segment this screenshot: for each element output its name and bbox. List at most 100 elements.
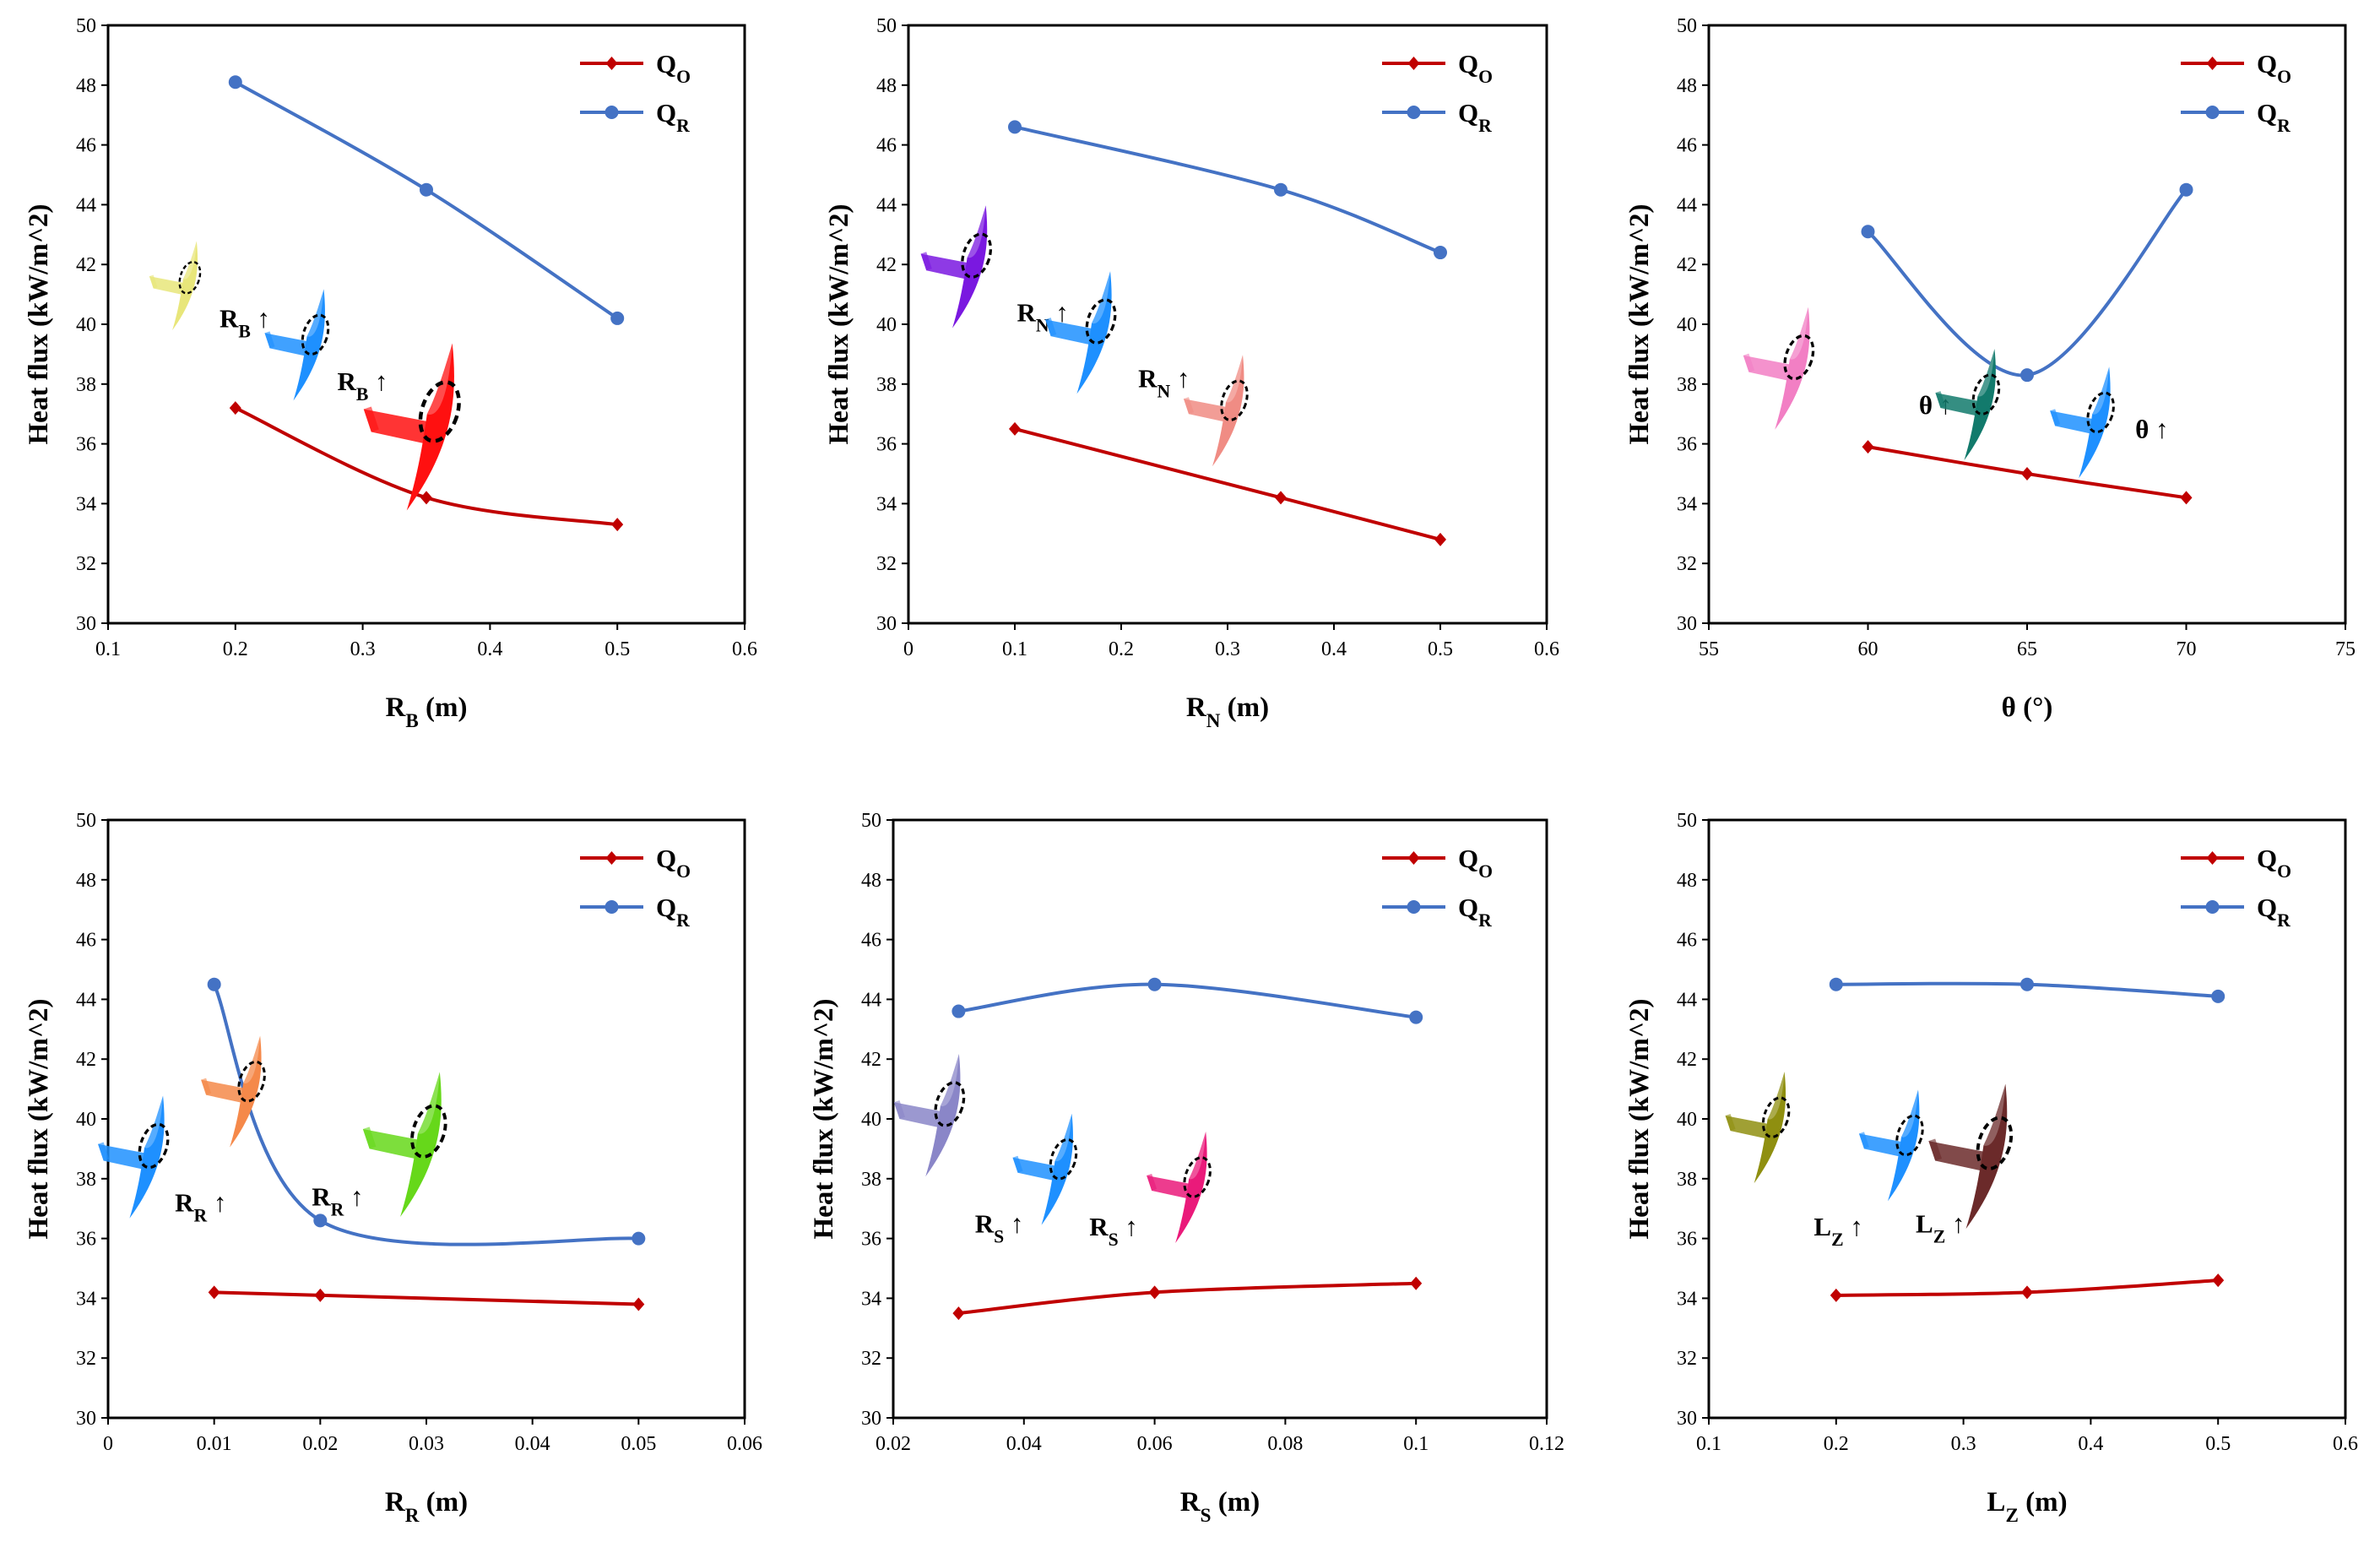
data-point-qr (1829, 977, 1843, 991)
legend-marker (604, 900, 619, 914)
x-tick-label: 0.4 (2078, 1433, 2103, 1455)
data-point-qo (420, 491, 432, 505)
y-tick-label: 38 (1677, 374, 1697, 396)
x-tick-label: 55 (1699, 638, 1719, 660)
y-tick-label: 46 (861, 930, 881, 952)
y-tick-label: 44 (76, 194, 96, 216)
x-tick-label: 0.2 (1824, 1433, 1849, 1455)
y-tick-label: 40 (1677, 314, 1697, 336)
x-axis-label: LZ (m) (1987, 1487, 2067, 1526)
series-line-qo (1014, 426, 1441, 541)
data-point-qo (1148, 1285, 1161, 1300)
x-tick-label: 0.6 (2333, 1433, 2358, 1455)
y-tick-label: 36 (1677, 1229, 1697, 1251)
y-tick-label: 50 (1677, 15, 1697, 37)
salmon-blade-icon (1184, 355, 1249, 467)
y-tick-label: 44 (1677, 989, 1697, 1011)
y-tick-label: 46 (76, 930, 96, 952)
y-tick-label: 30 (876, 613, 897, 635)
data-point-qo (2212, 1273, 2225, 1288)
legend-marker (605, 851, 618, 865)
x-tick-label: 0.01 (197, 1433, 232, 1455)
x-tick-label: 0.02 (302, 1433, 338, 1455)
y-tick-label: 40 (1677, 1109, 1697, 1131)
y-tick-label: 42 (876, 254, 897, 276)
x-tick-label: 0.06 (727, 1433, 762, 1455)
lightyellow-blade-icon (149, 241, 202, 331)
y-tick-label: 48 (76, 75, 96, 97)
parameter-arrow-label: RR ↑ (175, 1188, 226, 1226)
x-tick-label: 0.5 (604, 638, 630, 660)
y-tick-label: 42 (76, 1049, 96, 1071)
x-tick-label: 0.1 (95, 638, 121, 660)
legend-entry: QR (656, 98, 690, 136)
data-point-qo (314, 1288, 327, 1302)
blue-blade-icon (2050, 366, 2115, 479)
magenta-blade-icon (1147, 1131, 1212, 1243)
chart-panel-1: 30 32 34 36 38 40 42 44 46 48 50 0.1 0.2 0.3 0.4 0.5 0.6… (24, 15, 757, 731)
legend-entry: QO (2257, 49, 2291, 87)
x-tick-label: 0.3 (1951, 1433, 1976, 1455)
parameter-arrow-label: θ ↑ (2135, 415, 2168, 444)
y-tick-label: 42 (76, 254, 96, 276)
data-point-qo (1434, 532, 1446, 546)
y-tick-label: 42 (1677, 254, 1697, 276)
x-tick-label: 0.4 (477, 638, 502, 660)
y-tick-label: 32 (876, 553, 897, 575)
x-axis-label: RN (m) (1186, 692, 1269, 731)
data-point-qr (228, 75, 242, 90)
legend-marker (1407, 900, 1421, 914)
y-tick-label: 30 (76, 1408, 96, 1430)
x-tick-label: 70 (2177, 638, 2197, 660)
series-line-qr (234, 80, 619, 320)
series-line-qr (1867, 188, 2188, 377)
y-tick-label: 34 (76, 1288, 96, 1310)
data-point-qo (2021, 1285, 2033, 1300)
y-axis-label: Heat flux (kW/m^2) (1624, 999, 1655, 1240)
series-line-qo (214, 1290, 639, 1306)
parameter-arrow-label: RS ↑ (1089, 1212, 1138, 1250)
series-line-qo (958, 1281, 1417, 1316)
legend-marker (2206, 851, 2219, 865)
y-tick-label: 32 (76, 553, 96, 575)
x-axis-label: RS (m) (1180, 1487, 1260, 1526)
data-point-qr (207, 977, 221, 991)
chart-panel-2: 30 32 34 36 38 40 42 44 46 48 50 0 0.1 0.2 0.3 0.4 0.5 0.… (824, 15, 1559, 731)
data-point-qr (632, 1231, 646, 1246)
y-tick-label: 38 (76, 1169, 96, 1191)
plot-frame (1707, 818, 2347, 1420)
y-tick-label: 44 (76, 989, 96, 1011)
legend-entry: QO (2257, 844, 2291, 882)
data-point-qr (2179, 182, 2193, 197)
legend-marker (2205, 106, 2220, 119)
y-tick-label: 36 (76, 1229, 96, 1251)
blue-blade-icon (98, 1095, 170, 1219)
legend-marker (2206, 57, 2219, 70)
x-tick-label: 0.5 (2205, 1433, 2231, 1455)
y-tick-label: 36 (1677, 434, 1697, 456)
x-tick-label: 0.2 (223, 638, 248, 660)
y-tick-label: 48 (1677, 75, 1697, 97)
data-point-qr (1274, 182, 1288, 197)
data-point-qo (1862, 440, 1874, 454)
y-tick-label: 40 (876, 314, 897, 336)
data-point-qo (229, 401, 241, 415)
series-line-qr (1014, 125, 1441, 254)
legend-marker (605, 57, 618, 70)
y-tick-label: 36 (76, 434, 96, 456)
parameter-arrow-label: RR ↑ (312, 1182, 363, 1220)
y-tick-label: 44 (861, 989, 881, 1011)
legend-entry: QR (2257, 98, 2291, 136)
x-tick-label: 0.08 (1267, 1433, 1303, 1455)
y-tick-label: 48 (861, 870, 881, 892)
legend-entry: QO (1458, 49, 1493, 87)
x-tick-label: 0.05 (621, 1433, 656, 1455)
legend-entry: QR (2257, 893, 2291, 931)
parameter-arrow-label: RB ↑ (220, 304, 270, 342)
data-point-qo (1275, 491, 1287, 505)
y-axis-label: Heat flux (kW/m^2) (24, 204, 54, 445)
y-tick-label: 32 (1677, 1348, 1697, 1370)
x-tick-label: 0.1 (1002, 638, 1027, 660)
x-axis-label: θ (°) (2002, 692, 2053, 723)
